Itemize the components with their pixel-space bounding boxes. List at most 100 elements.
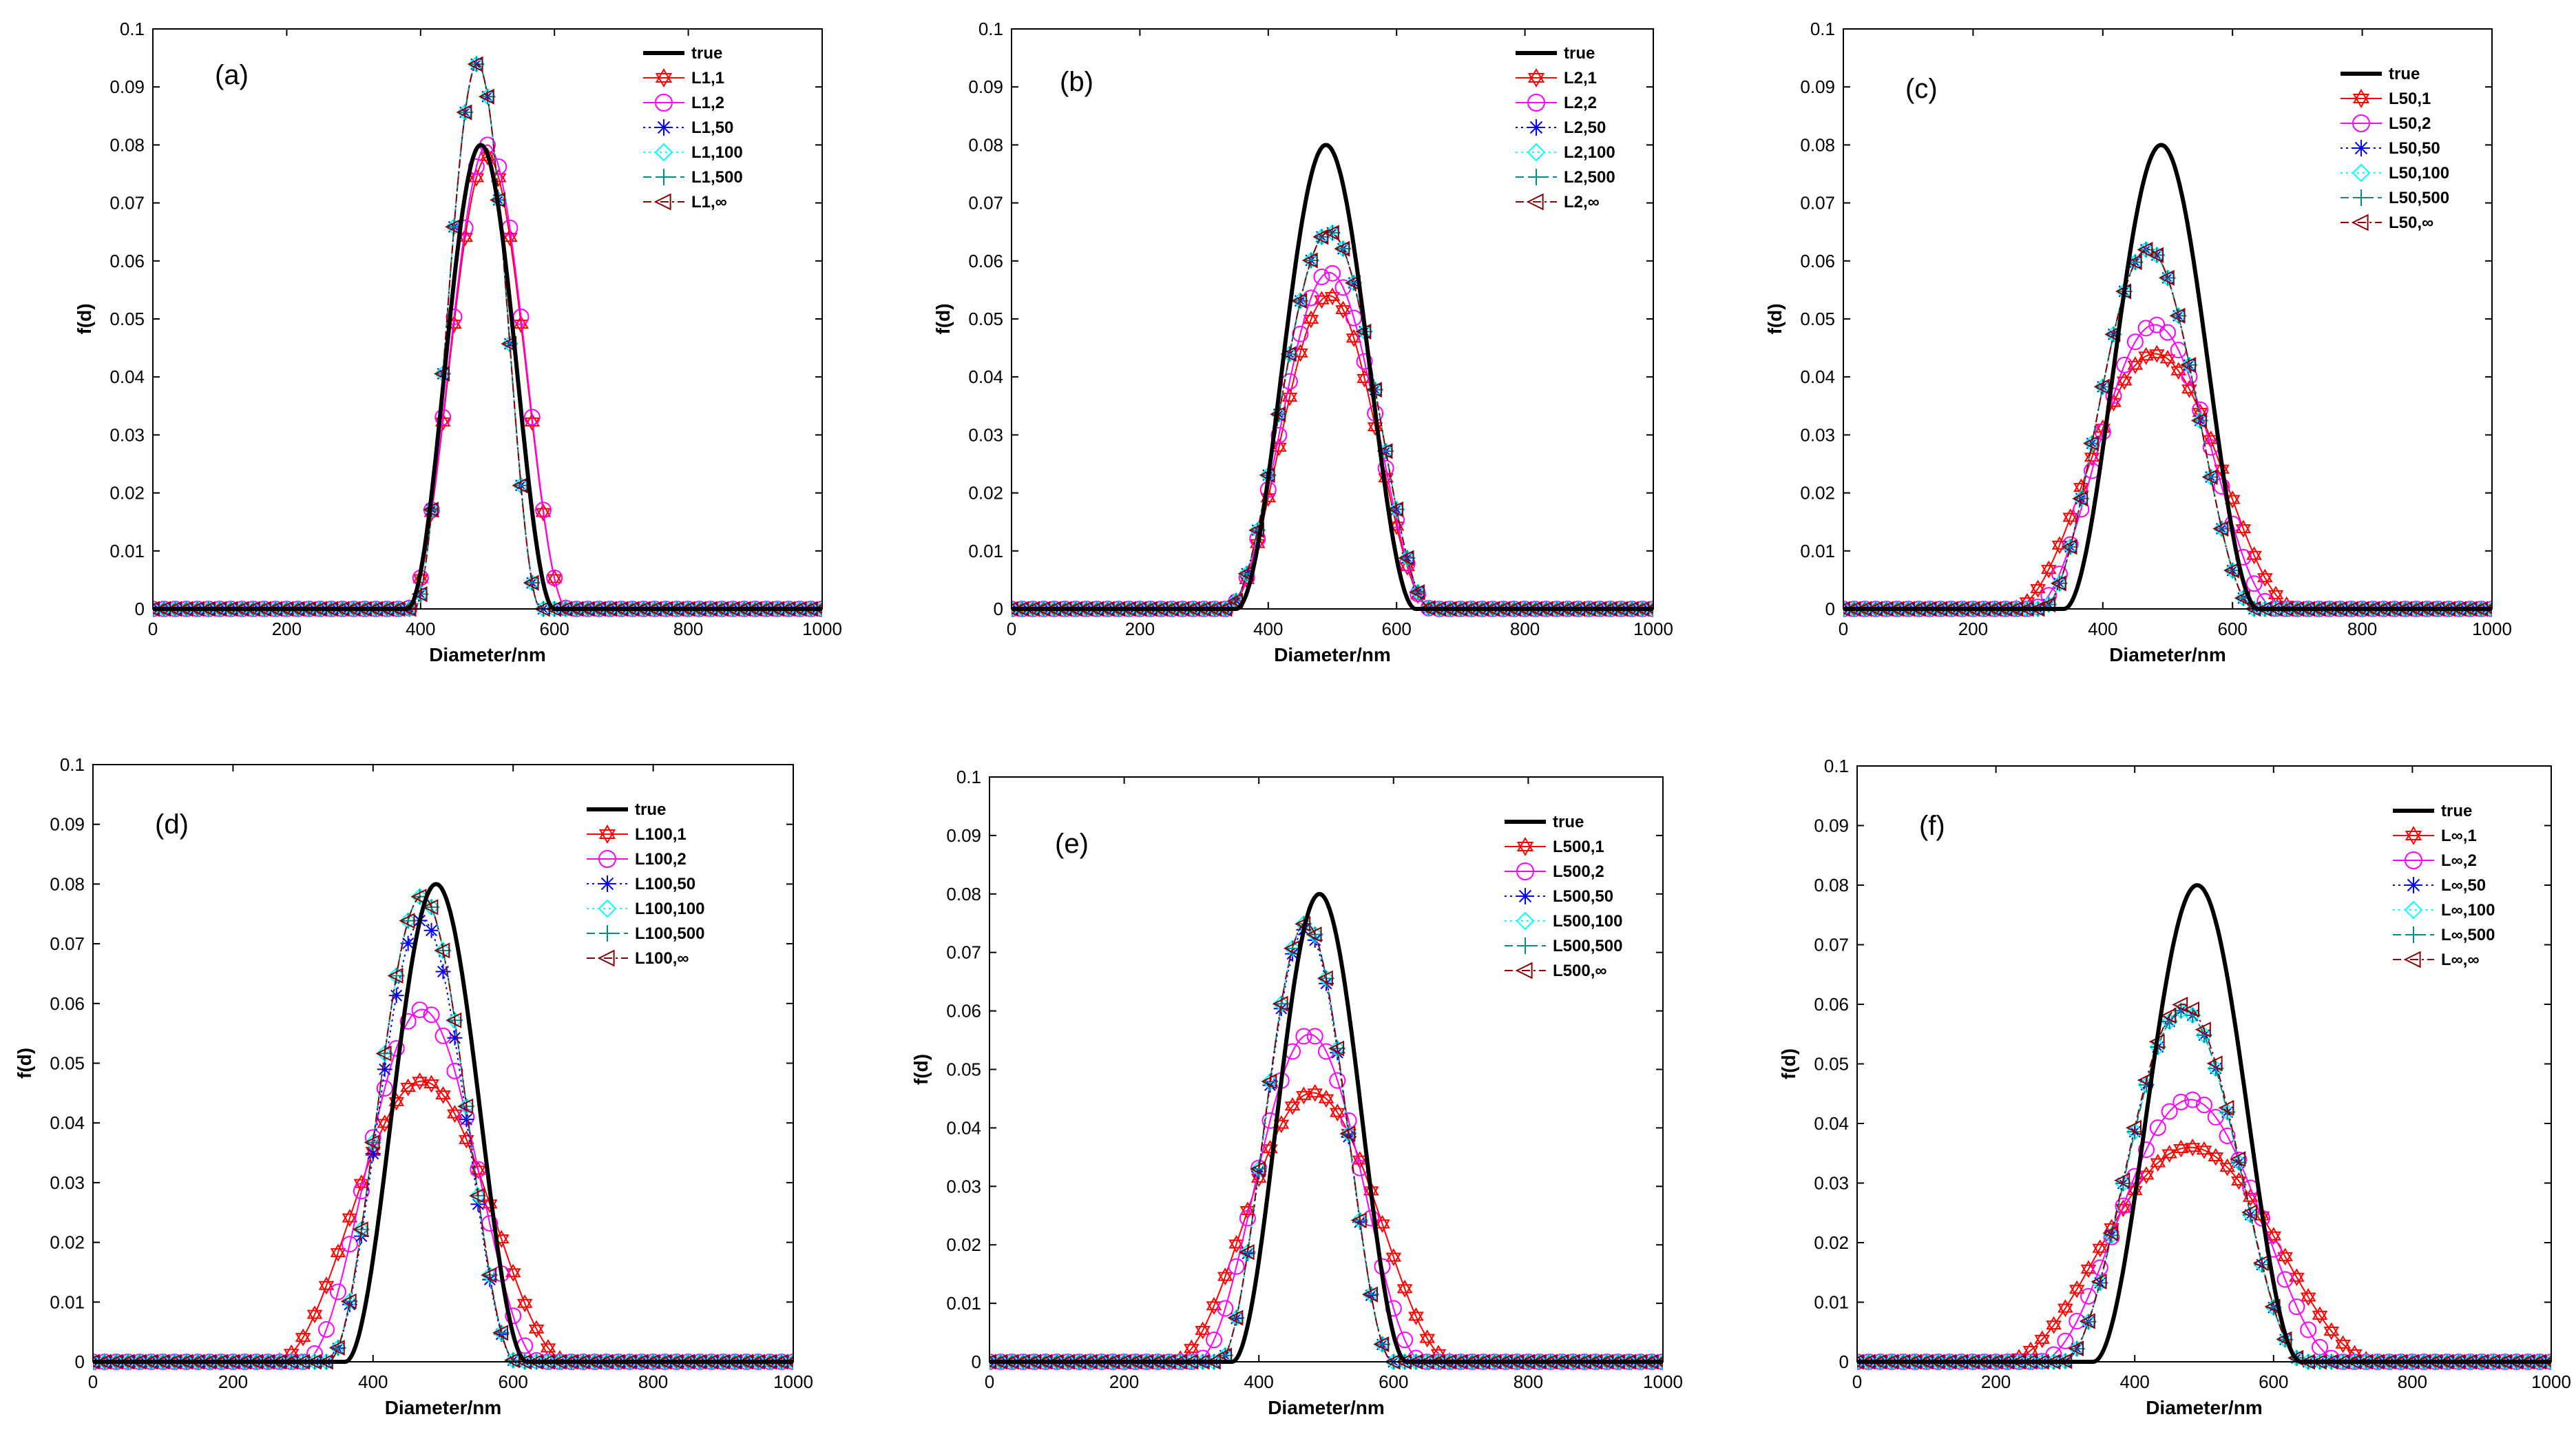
data-point [318,1276,335,1295]
y-axis-label: f(d) [932,303,954,334]
data-point [1408,1307,1424,1325]
data-point [1261,1073,1277,1090]
y-tick-label: 0 [994,599,1003,619]
data-point [411,1001,428,1018]
data-point [1373,1336,1390,1353]
y-tick-label: 0.07 [50,933,85,954]
series-circle [153,136,822,617]
series-asterisk [93,913,793,1369]
data-point-b [2277,1252,2293,1266]
legend-label: L1,1 [691,69,724,87]
data-point-a [524,413,541,427]
y-tick-label: 0 [1825,599,1835,619]
panel-label: (e) [1055,829,1089,859]
x-tick-label: 1000 [773,1371,813,1392]
x-tick-label: 0 [985,1371,994,1392]
data-point-b [1195,1325,1211,1340]
legend-label: L2,1 [1564,69,1597,87]
data-point [2203,469,2219,485]
data-point-a [493,1230,510,1244]
legend-label-true: true [1564,44,1595,63]
data-point [1324,287,1341,306]
legend-label: L1,500 [691,168,743,187]
data-point-a [502,228,518,242]
data-point-a [457,228,473,242]
data-point [1285,940,1301,956]
data-point-a [2062,508,2079,522]
data-point [2158,269,2175,286]
data-point-b [353,1179,370,1193]
data-point [2231,1172,2247,1190]
x-tick-label: 800 [2347,619,2377,639]
data-point [2180,357,2197,373]
axes-frame [92,764,794,1362]
panel-label: (b) [1060,67,1093,97]
series-plus [1843,242,2492,616]
series-plus [989,916,1663,1369]
data-point [435,1086,451,1104]
data-point-b [1374,1219,1390,1233]
data-point-a [2277,1247,2293,1261]
data-point-b [412,1077,428,1090]
y-tick-label: 0.07 [1800,193,1835,214]
legend-marker [598,899,617,918]
data-point-a [1250,1169,1267,1183]
x-tick-label: 200 [272,619,302,639]
legend-marker-b [598,829,616,844]
x-tick-label: 400 [1244,1371,1274,1392]
data-point [2030,579,2046,598]
data-point-a [1184,1339,1200,1354]
x-tick-label: 400 [2088,619,2117,639]
data-point-b [330,1248,346,1262]
legend-marker-a [2352,89,2370,103]
data-point [2265,1227,2282,1245]
data-point [505,1263,521,1282]
data-point [2061,539,2077,555]
data-point-b [2323,1326,2340,1340]
data-point-b [457,233,473,247]
x-tick-label: 0 [1852,1371,1862,1392]
data-point [535,501,552,519]
data-point [328,1340,345,1356]
series-circle [989,1028,1663,1370]
data-point-ray [460,1113,472,1126]
data-point-a [2289,1268,2305,1282]
data-point [457,228,473,247]
legend-label: L1,2 [691,94,724,112]
data-point [2148,344,2165,363]
data-point [1653,1357,1663,1367]
y-tick-label: 0.02 [1800,483,1835,504]
axes-frame [989,776,1664,1362]
legend: true L500,1 L500,2 L500,50 L500,100 L500,500 L… [1505,813,1622,980]
data-point-a [2138,346,2154,361]
data-point [447,1105,463,1123]
data-point [524,575,540,591]
legend-label: L1,50 [691,118,733,137]
data-point-a [1385,1248,1402,1262]
x-tick-label: 400 [406,619,435,639]
data-point [1291,293,1308,309]
data-point [1385,1248,1402,1267]
data-point-a [459,1130,474,1144]
data-point [447,1030,463,1046]
legend-label: L500,500 [1553,937,1622,955]
data-point [2159,324,2176,341]
data-point-a [468,169,485,183]
data-point [2268,586,2284,604]
data-point [2173,1139,2189,1158]
data-point [1398,550,1414,566]
data-point [1228,1235,1244,1254]
data-point [1352,1151,1368,1170]
data-point [523,574,539,591]
data-point [1324,265,1341,282]
data-point-a [1239,1201,1256,1215]
data-point-a [513,315,529,329]
data-point-b [2289,1272,2305,1287]
series-line [989,1092,1663,1362]
data-point-a [2150,1154,2166,1168]
data-point-ray [379,1063,391,1075]
legend-marker-b [2352,94,2370,108]
data-point-b [295,1333,311,1347]
legend-label: L50,∞ [2389,214,2433,232]
data-point-b [377,1119,393,1132]
